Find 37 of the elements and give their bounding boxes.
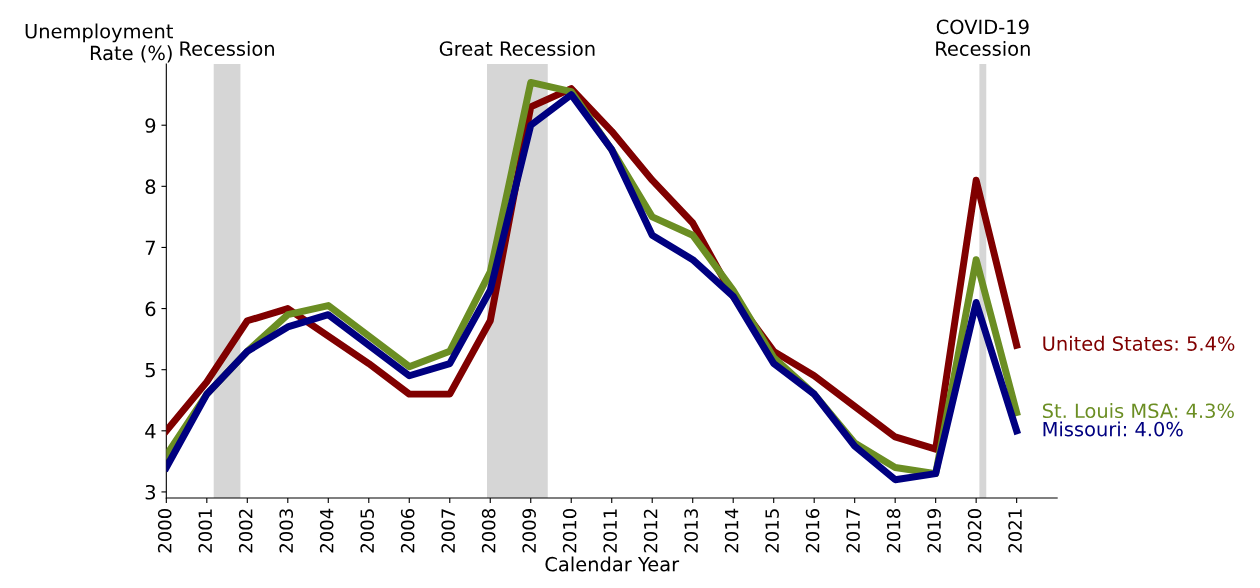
x-tick-label: 2008 bbox=[481, 508, 496, 553]
x-tick-label: 2000 bbox=[157, 508, 172, 553]
x-tick-label: 2001 bbox=[198, 509, 213, 553]
x-tick-label: 2007 bbox=[441, 509, 455, 553]
x-tick-label: 2010 bbox=[562, 508, 577, 553]
x-tick-label: 2015 bbox=[765, 509, 779, 553]
series-label: St. Louis MSA: 4.3% bbox=[1042, 403, 1234, 419]
y-tick-label: 8 bbox=[145, 179, 156, 194]
series-label: Missouri: 4.0% bbox=[1043, 421, 1183, 437]
x-tick-label: 2003 bbox=[279, 509, 294, 553]
y-tick-label: 6 bbox=[145, 301, 156, 317]
x-tick-label: 2011 bbox=[603, 509, 617, 553]
x-tick-label: 2004 bbox=[319, 508, 334, 553]
x-tick-label: 2013 bbox=[684, 509, 698, 553]
band-label: Great Recession bbox=[439, 40, 595, 56]
x-tick-label: 2016 bbox=[805, 508, 820, 553]
x-tick-label: 2009 bbox=[522, 509, 536, 553]
band-label: COVID-19 Recession bbox=[936, 19, 1030, 56]
y-tick-label: 4 bbox=[145, 424, 156, 439]
band-label: Recession bbox=[180, 40, 274, 56]
y-tick-label: 3 bbox=[145, 484, 156, 500]
x-tick-label: 2002 bbox=[238, 509, 253, 553]
x-tick-label: 2012 bbox=[643, 509, 658, 553]
y-axis-title: Unemployment Rate (%) bbox=[25, 23, 173, 63]
x-axis-title: Calendar Year bbox=[545, 556, 680, 572]
x-tick-label: 2020 bbox=[967, 508, 982, 553]
y-tick-label: 9 bbox=[145, 118, 156, 133]
x-tick-label: 2005 bbox=[360, 509, 375, 553]
x-tick-label: 2014 bbox=[724, 508, 739, 553]
x-tick-label: 2019 bbox=[927, 509, 941, 553]
x-tick-label: 2018 bbox=[886, 508, 901, 553]
x-tick-label: 2021 bbox=[1008, 509, 1022, 553]
series-label: United States: 5.4% bbox=[1043, 335, 1235, 351]
y-tick-label: 5 bbox=[145, 362, 155, 378]
x-tick-label: 2017 bbox=[846, 509, 860, 553]
x-tick-label: 2006 bbox=[400, 508, 415, 553]
y-tick-label: 7 bbox=[145, 240, 155, 255]
